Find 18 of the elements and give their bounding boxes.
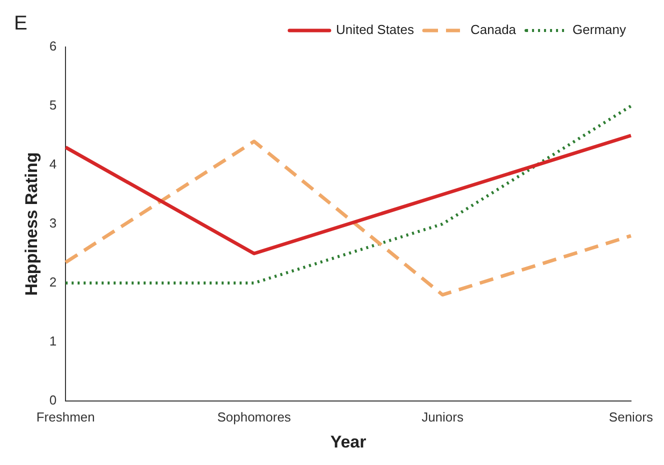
y-axis-title: Happiness Rating xyxy=(22,152,41,296)
x-axis-title: Year xyxy=(330,432,367,452)
y-tick-label: 3 xyxy=(49,216,57,231)
x-tick-label: Seniors xyxy=(608,409,654,424)
y-tick-label: 6 xyxy=(49,38,57,54)
x-tick-label: Freshmen xyxy=(36,409,95,424)
y-tick-label: 2 xyxy=(49,274,57,290)
y-tick-label: 0 xyxy=(49,392,57,408)
legend-label: Canada xyxy=(470,22,517,38)
y-tick-label: 4 xyxy=(49,156,57,172)
text: E xyxy=(14,12,28,35)
y-tick-label: 5 xyxy=(49,98,57,113)
x-tick-label: Juniors xyxy=(422,409,464,424)
x-tick-label: Sophomores xyxy=(217,409,292,424)
legend-label: United States xyxy=(336,22,414,38)
legend-label: Germany xyxy=(572,22,626,38)
line-series xyxy=(64,140,633,297)
y-tick-label: 1 xyxy=(49,334,57,349)
